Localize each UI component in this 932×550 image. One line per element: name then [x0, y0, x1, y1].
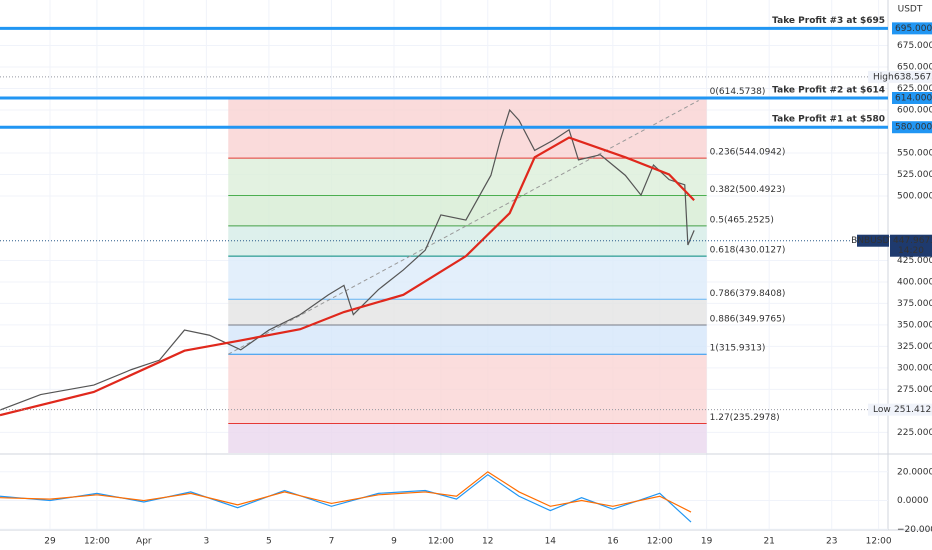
y-tick-label: −20.0000	[897, 525, 932, 535]
high-label: High	[873, 72, 894, 82]
x-tick-label: 29	[44, 537, 56, 547]
y-tick-label: 425.0000	[897, 256, 932, 266]
fib-band	[228, 158, 707, 196]
macd-line	[0, 473, 692, 523]
symbol-tag	[857, 234, 889, 247]
take-profit-price: 695.0000	[895, 24, 932, 34]
low-label: Low	[873, 405, 891, 415]
fib-label: 0.236(544.0942)	[710, 148, 786, 158]
y-tick-label: 500.0000	[897, 191, 932, 201]
y-tick-label: 600.0000	[897, 106, 932, 116]
price-line	[0, 108, 695, 411]
fib-label: 0.786(379.8408)	[710, 289, 786, 299]
fib-band	[228, 299, 707, 325]
y-tick-label: 400.0000	[897, 277, 932, 287]
y-tick-label: 325.0000	[897, 342, 932, 352]
y-tick-label: 525.0000	[897, 170, 932, 180]
x-tick-label: 7	[329, 537, 335, 547]
fib-label: 0.618(430.0127)	[710, 246, 786, 256]
high-value: 638.5673	[894, 72, 932, 82]
fib-label: 0.382(500.4923)	[710, 185, 786, 195]
low-value: 251.4125	[894, 405, 932, 415]
last-price-tag	[890, 234, 932, 257]
last-price-time: 14:20	[898, 246, 924, 256]
x-tick-label: 12:00	[866, 537, 892, 547]
high-tag	[868, 70, 932, 83]
take-profit-label: Take Profit #1 at $580	[772, 115, 885, 125]
x-tick-label: 16	[607, 537, 619, 547]
take-profit-price: 614.0000	[895, 93, 932, 103]
fib-band	[228, 423, 707, 453]
take-profit-label: Take Profit #3 at $695	[772, 16, 885, 26]
y-tick-label: 225.0000	[897, 428, 932, 438]
x-tick-label: 12:00	[84, 537, 110, 547]
y-tick-label: 625.0000	[897, 84, 932, 94]
y-tick-label: 650.0000	[897, 63, 932, 73]
x-tick-label: 9	[391, 537, 397, 547]
y-tick-label: 675.0000	[897, 41, 932, 51]
x-tick-label: 12	[482, 537, 493, 547]
x-tick-label: 21	[763, 537, 774, 547]
x-tick-label: 23	[826, 537, 837, 547]
y-tick-label: 550.0000	[897, 149, 932, 159]
fib-band	[228, 225, 707, 257]
x-tick-label: 5	[266, 537, 272, 547]
y-tick-label: 20.0000	[897, 467, 932, 477]
take-profit-tag	[892, 91, 932, 104]
y-tick-label: 0.0000	[897, 496, 929, 506]
symbol-label: BNBUSDT	[851, 236, 895, 246]
fib-label: 0(614.5738)	[710, 87, 766, 97]
take-profit-label: Take Profit #2 at $614	[772, 85, 885, 95]
fib-band	[228, 324, 707, 355]
take-profit-tag	[892, 121, 932, 134]
fib-label: 0.886(349.9765)	[710, 314, 786, 324]
x-tick-label: 3	[203, 537, 209, 547]
y-tick-label: 375.0000	[897, 299, 932, 309]
y-tick-label: 300.0000	[897, 363, 932, 373]
low-tag	[868, 403, 932, 416]
take-profit-tag	[892, 22, 932, 35]
x-tick-label: 19	[701, 537, 713, 547]
x-tick-label: 14	[545, 537, 557, 547]
x-tick-label: 12:00	[428, 537, 454, 547]
fib-label: 0.5(465.2525)	[710, 215, 774, 225]
x-tick-label: Apr	[136, 537, 152, 547]
x-tick-label: 12:00	[647, 537, 673, 547]
last-price-value: 447.9673	[893, 236, 932, 246]
moving-average	[0, 136, 695, 417]
fib-trend	[228, 100, 699, 355]
fib-label: 1(315.9313)	[710, 344, 766, 354]
take-profit-price: 580.0000	[895, 123, 932, 133]
fib-band	[228, 195, 707, 226]
macd-line	[0, 471, 692, 513]
y-tick-label: 350.0000	[897, 320, 932, 330]
fib-label: 1.27(235.2978)	[710, 413, 780, 423]
fib-band	[228, 354, 707, 424]
axis-unit: USDT	[898, 5, 923, 15]
fib-band	[228, 256, 707, 300]
y-tick-label: 275.0000	[897, 385, 932, 395]
